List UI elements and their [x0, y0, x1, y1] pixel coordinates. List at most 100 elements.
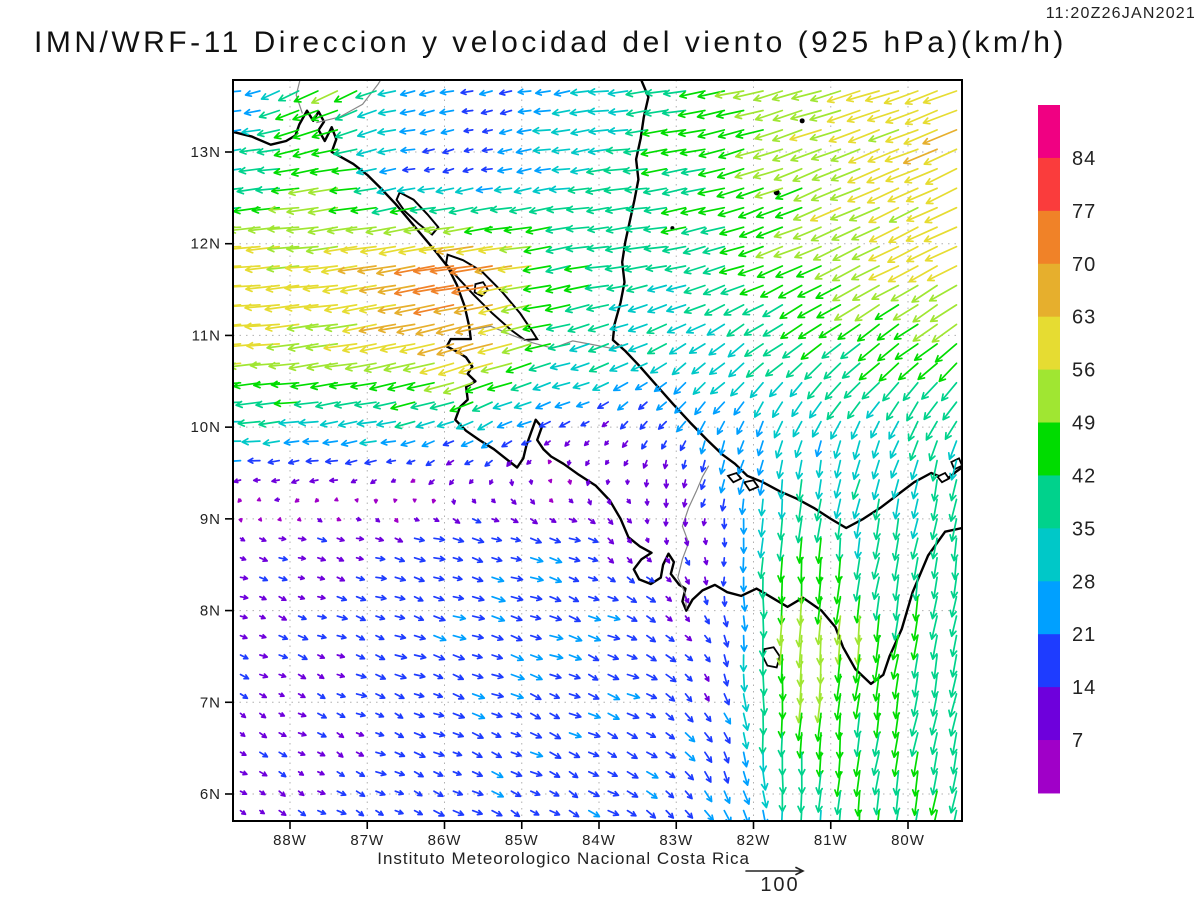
wind-arrow — [876, 323, 900, 341]
wind-arrow — [341, 304, 377, 315]
wind-arrow — [551, 165, 571, 174]
wind-arrow — [267, 244, 300, 253]
wind-arrow — [814, 440, 822, 458]
x-axis-tick-label: 84W — [582, 832, 616, 849]
wind-arrow — [430, 284, 474, 295]
wind-arrow — [646, 634, 657, 643]
wind-arrow — [597, 401, 610, 410]
wind-arrow — [297, 770, 305, 776]
wind-arrow — [471, 576, 484, 583]
wind-arrow — [909, 459, 919, 481]
y-axis-tick-label: 10N — [190, 419, 221, 436]
wind-arrow — [394, 673, 407, 680]
wind-arrow — [653, 381, 668, 393]
wind-arrow — [554, 401, 571, 409]
wind-arrow — [487, 381, 513, 392]
wind-arrow — [622, 166, 648, 175]
wind-arrow — [780, 323, 803, 340]
wind-arrow — [433, 770, 444, 777]
wind-arrow — [587, 498, 592, 506]
wind-arrow — [755, 245, 784, 259]
wind-arrow — [858, 362, 880, 381]
wind-arrow — [646, 770, 659, 779]
wind-arrow — [684, 770, 695, 781]
wind-arrow — [233, 401, 242, 404]
wind-arrow — [697, 187, 726, 197]
wind-arrow — [624, 225, 648, 233]
wind-arrow — [877, 809, 880, 821]
wind-arrow — [471, 633, 484, 641]
wind-arrow — [759, 615, 768, 639]
wind-arrow — [930, 576, 939, 600]
map-geography — [233, 80, 962, 686]
wind-arrow — [394, 633, 407, 640]
wind-arrow — [665, 615, 673, 622]
wind-arrow — [625, 205, 648, 213]
wind-arrow — [394, 537, 404, 543]
wind-arrow — [559, 420, 571, 428]
wind-arrow — [529, 498, 536, 505]
wind-arrow — [627, 343, 648, 353]
wind-arrow — [317, 575, 326, 581]
wind-arrow — [580, 420, 590, 427]
colorbar-segment — [1038, 687, 1060, 741]
wind-arrow — [340, 284, 377, 295]
wind-arrow — [278, 634, 289, 641]
wind-arrow — [510, 751, 522, 758]
wind-arrow — [904, 109, 938, 126]
wind-arrow — [698, 206, 726, 216]
wind-arrow — [736, 420, 745, 435]
wind-arrow — [549, 634, 564, 641]
wind-arrow — [893, 323, 919, 341]
wind-arrow — [513, 187, 532, 195]
wind-arrow — [355, 751, 365, 757]
wind-arrow — [888, 420, 900, 440]
wind-arrow — [303, 303, 339, 312]
wind-arrow — [355, 770, 366, 778]
wind-arrow — [284, 283, 319, 292]
wind-arrow — [277, 90, 300, 102]
wind-arrow — [436, 420, 455, 429]
wind-arrow — [423, 166, 435, 173]
wind-arrow — [643, 479, 650, 488]
wind-arrow — [607, 712, 620, 720]
wind-arrow — [795, 518, 803, 544]
wind-arrow — [449, 265, 493, 276]
wind-arrow — [336, 692, 346, 699]
wind-arrow — [233, 283, 261, 291]
wind-arrow — [297, 673, 307, 680]
wind-arrow — [625, 89, 648, 98]
wind-arrow — [752, 148, 784, 160]
wind-arrow — [471, 790, 484, 797]
wind-arrow — [660, 206, 687, 216]
wind-arrow — [691, 362, 706, 375]
wind-arrow — [510, 693, 524, 700]
wind-arrow — [499, 109, 513, 116]
wind-arrow — [317, 789, 326, 796]
wind-arrow — [730, 381, 745, 397]
wind-arrow — [682, 518, 689, 527]
wind-arrow — [699, 440, 706, 455]
wind-arrow — [336, 790, 347, 797]
wind-arrow — [422, 147, 435, 155]
wind-arrow — [660, 226, 687, 235]
wind-arrow — [471, 498, 477, 504]
colorbar: 84 77 70 63 56 49 42 35 28 21 14 7 — [1038, 105, 1095, 794]
wind-arrow — [355, 692, 368, 699]
wind-arrow — [305, 343, 339, 352]
wind-arrow — [829, 206, 861, 221]
wind-arrow — [843, 381, 861, 399]
wind-arrow — [497, 166, 513, 174]
wind-arrow — [529, 537, 542, 544]
wind-arrow — [259, 595, 267, 601]
wind-arrow — [726, 323, 745, 337]
wind-arrow — [370, 479, 377, 485]
wind-arrow — [452, 654, 465, 661]
wind-arrow — [529, 751, 544, 758]
wind-arrow — [238, 517, 243, 523]
wind-arrow — [847, 167, 880, 184]
wind-arrow — [377, 147, 397, 156]
wind-arrow — [471, 770, 484, 778]
wind-arrow — [436, 343, 474, 357]
wind-arrow — [547, 459, 552, 465]
